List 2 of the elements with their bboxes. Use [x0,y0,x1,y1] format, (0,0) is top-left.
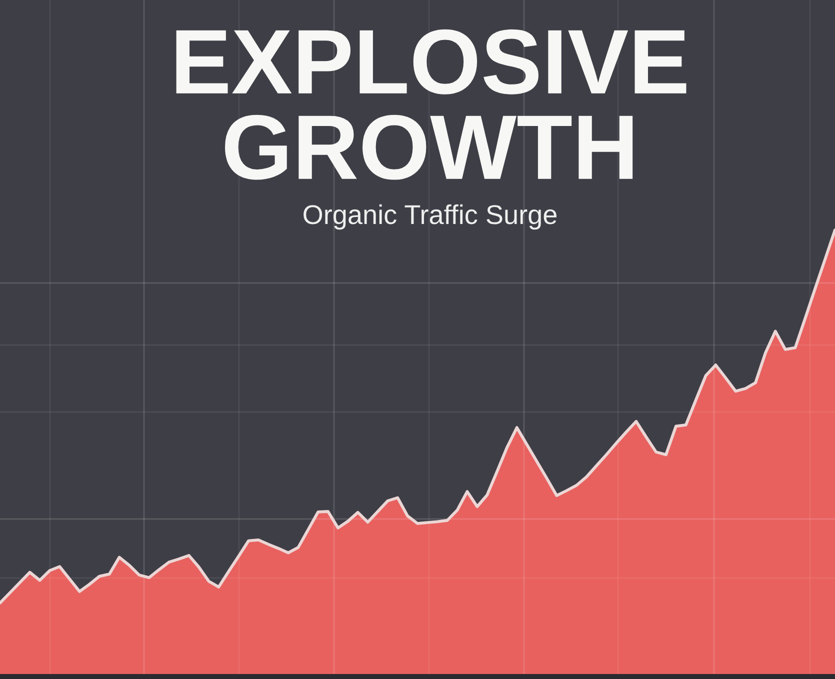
chart-title: EXPLOSIVE GROWTH [176,29,686,180]
chart-subtitle: Organic Traffic Surge [304,204,557,230]
